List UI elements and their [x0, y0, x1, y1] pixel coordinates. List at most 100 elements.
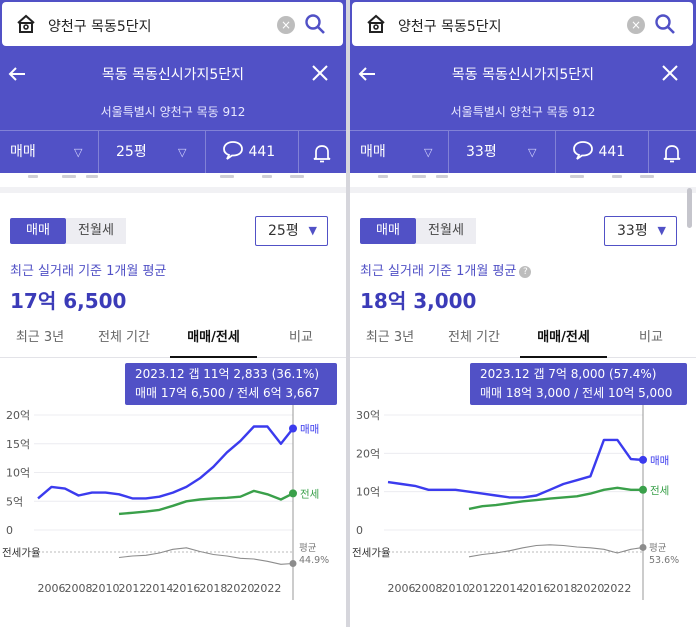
x-tick-label: 2008	[64, 582, 92, 595]
x-tick-label: 2008	[414, 582, 442, 595]
clear-icon[interactable]: ×	[277, 16, 295, 34]
clear-icon[interactable]: ×	[627, 16, 645, 34]
series-line-ratio	[118, 547, 294, 565]
sale-end-point	[639, 455, 647, 464]
tab-sale-jeonse[interactable]: 매매/전세	[520, 320, 607, 358]
ratio-end-point	[639, 543, 647, 551]
average-value: 53.6%	[649, 555, 679, 566]
average-price: 18억 3,000	[360, 289, 477, 313]
x-tick-label: 2022	[253, 582, 281, 595]
sale-end-point	[289, 424, 297, 433]
comments-button[interactable]: 441	[222, 131, 292, 174]
search-input[interactable]: 양천구 목동5단지	[398, 19, 502, 35]
back-arrow-icon[interactable]	[7, 64, 27, 88]
speech-bubble-icon	[573, 141, 593, 160]
ratio-end-point	[289, 560, 297, 567]
price-chart[interactable]: 20억 15억 10억 5억 0 전세가율 200620082010201220142016…	[0, 360, 346, 600]
address: 서울특별시 양천구 목동 912	[100, 105, 246, 119]
close-icon[interactable]	[661, 64, 679, 86]
header: 양천구 목동5단지 × 목동 목동신시가지5단지 서울특별시 양천구 목동 91…	[350, 0, 696, 174]
filter-bar: 매매 ▽ 25평 ▽ 441	[0, 130, 346, 174]
caret-down-icon: ▼	[308, 224, 317, 237]
search-bar[interactable]: 양천구 목동5단지 ×	[352, 2, 693, 46]
area-label: 25평	[116, 144, 147, 160]
bell-icon[interactable]	[663, 143, 681, 167]
y-tick-label: 30억	[356, 409, 380, 422]
tab-all-period[interactable]: 전체 기간	[98, 330, 150, 345]
y-tick-label: 5억	[6, 495, 23, 508]
average-price: 17억 6,500	[10, 289, 127, 313]
x-tick-label: 2012	[468, 582, 496, 595]
x-tick-label: 2010	[441, 582, 469, 595]
x-tick-label: 2006	[37, 582, 65, 595]
page-title: 목동 목동신시가지5단지	[101, 67, 245, 83]
toggle-sale[interactable]: 매매	[10, 218, 66, 244]
tab-compare[interactable]: 비교	[639, 330, 663, 345]
bell-icon[interactable]	[313, 143, 331, 167]
search-icon[interactable]	[304, 13, 326, 39]
subtitle: 최근 실거래 기준 1개월 평균	[10, 264, 167, 279]
chart-tooltip: 2023.12 갭 7억 8,000 (57.4%) 매매 18억 3,000 …	[470, 363, 687, 405]
tab-recent-3y[interactable]: 최근 3년	[365, 330, 415, 345]
x-tick-label: 2014	[145, 582, 173, 595]
x-tick-label: 2006	[387, 582, 415, 595]
toggle-rent[interactable]: 전월세	[66, 218, 126, 244]
tooltip-line-1: 2023.12 갭 7억 8,000 (57.4%)	[480, 367, 657, 381]
x-tick-label: 2014	[495, 582, 523, 595]
series-line-sale	[387, 438, 644, 499]
y-tick-label: 10억	[6, 467, 30, 480]
info-icon[interactable]: ?	[519, 265, 532, 278]
comments-button[interactable]: 441	[572, 131, 642, 174]
jeonse-end-point	[289, 489, 297, 498]
tab-sale-jeonse[interactable]: 매매/전세	[170, 320, 257, 358]
price-chart[interactable]: 30억20억10억0전세가율20062008201020122014201620…	[350, 360, 696, 600]
tab-recent-3y[interactable]: 최근 3년	[15, 330, 65, 345]
comment-count: 441	[598, 144, 626, 160]
chevron-down-icon: ▽	[178, 146, 187, 159]
size-select-value: 25평	[268, 223, 299, 239]
deal-type-filter[interactable]: 매매 ▽	[10, 131, 95, 174]
x-tick-label: 2012	[118, 582, 146, 595]
subtitle-text: 최근 실거래 기준 1개월 평균	[360, 264, 517, 279]
jeonse-end-label: 전세	[300, 488, 319, 500]
chevron-down-icon: ▽	[424, 146, 433, 159]
average-label: 평균	[649, 543, 667, 554]
series-line-sale	[37, 425, 294, 500]
sale-end-label: 매매	[300, 424, 319, 436]
area-filter[interactable]: 25평 ▽	[116, 131, 201, 174]
search-bar[interactable]: 양천구 목동5단지 ×	[2, 2, 343, 46]
close-icon[interactable]	[311, 64, 329, 86]
size-select[interactable]: 25평 ▼	[255, 216, 328, 246]
toggle-sale[interactable]: 매매	[360, 218, 416, 244]
scrolled-content-edge	[350, 173, 696, 193]
search-input[interactable]: 양천구 목동5단지	[48, 19, 152, 35]
tooltip-line-2: 매매 18억 3,000 / 전세 10억 5,000	[480, 386, 673, 400]
chevron-down-icon: ▽	[74, 146, 83, 159]
left-panel: 양천구 목동5단지 × 목동 목동신시가지5단지 서울특별시 양천구 목동 91…	[0, 0, 346, 627]
tooltip-line-1: 2023.12 갭 11억 2,833 (36.1%)	[135, 367, 320, 381]
tooltip-line-2: 매매 17억 6,500 / 전세 6억 3,667	[135, 386, 320, 400]
home-icon[interactable]	[16, 14, 36, 38]
x-tick-label: 2020	[576, 582, 604, 595]
x-tick-label: 2022	[603, 582, 631, 595]
y-tick-label: 0	[6, 524, 13, 537]
y-tick-label: 15억	[6, 438, 30, 451]
average-value: 44.9%	[299, 555, 329, 566]
area-label: 33평	[466, 144, 497, 160]
toggle-rent[interactable]: 전월세	[416, 218, 476, 244]
scrollbar[interactable]	[687, 188, 692, 228]
home-icon[interactable]	[366, 14, 386, 38]
deal-type-filter[interactable]: 매매 ▽	[360, 131, 445, 174]
search-icon[interactable]	[654, 13, 676, 39]
back-arrow-icon[interactable]	[357, 64, 377, 88]
y-tick-label: 20억	[356, 447, 380, 460]
size-select[interactable]: 33평 ▼	[604, 216, 677, 246]
average-label: 평균	[299, 543, 317, 554]
area-filter[interactable]: 33평 ▽	[466, 131, 551, 174]
speech-bubble-icon	[223, 141, 243, 160]
tab-compare[interactable]: 비교	[289, 330, 313, 345]
tab-all-period[interactable]: 전체 기간	[448, 330, 500, 345]
y-tick-label: 10억	[356, 486, 380, 499]
series-line-jeonse	[118, 489, 294, 516]
x-tick-label: 2020	[226, 582, 254, 595]
